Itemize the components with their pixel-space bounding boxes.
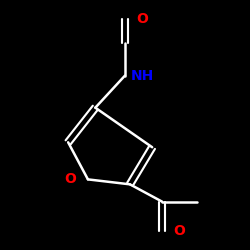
Text: NH: NH — [131, 68, 154, 82]
Text: O: O — [136, 12, 148, 26]
Text: O: O — [174, 224, 185, 238]
Text: O: O — [65, 172, 76, 186]
